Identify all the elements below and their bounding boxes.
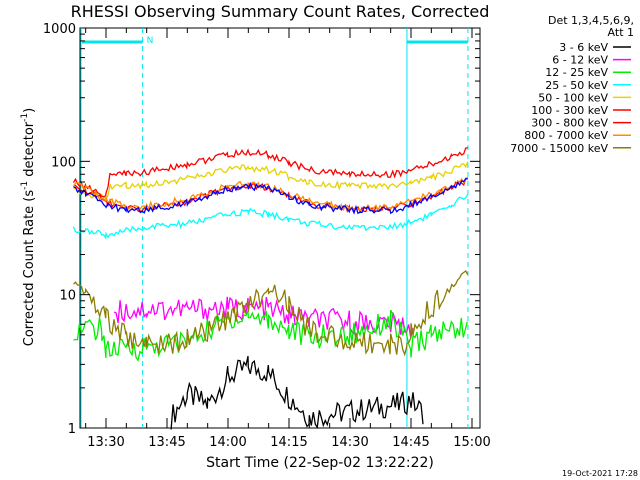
x-tick-label: 13:45	[148, 435, 185, 450]
series-line	[73, 270, 469, 357]
y-axis: 1 10 100 1000	[43, 22, 480, 437]
legend-header: Det 1,3,4,5,6,9,	[548, 14, 634, 27]
x-axis-label: Start Time (22-Sep-02 13:22:22)	[206, 455, 434, 471]
series-line	[72, 194, 469, 241]
x-tick-label: 15:00	[453, 435, 490, 450]
footer-timestamp: 19-Oct-2021 17:28	[562, 469, 638, 478]
x-tick-label: 14:45	[392, 435, 429, 450]
x-axis: 13:30 13:45 14:00 14:15 14:30 14:45 15:00	[85, 28, 491, 450]
x-tick-label: 14:00	[209, 435, 246, 450]
plot-area	[79, 27, 481, 429]
legend-label: 3 - 6 keV	[559, 41, 608, 54]
y-tick-label: 1	[68, 422, 76, 437]
series-line	[72, 146, 468, 198]
x-tick-label: 13:30	[87, 435, 124, 450]
series-line	[73, 309, 468, 362]
legend-label: 800 - 7000 keV	[524, 129, 608, 142]
legend-label: 6 - 12 keV	[552, 54, 608, 67]
series-group	[72, 146, 469, 430]
legend-label: 12 - 25 keV	[545, 66, 608, 79]
legend-label: 50 - 100 keV	[538, 91, 608, 104]
legend-header: Att 1	[608, 26, 634, 39]
chart-title: RHESSI Observing Summary Count Rates, Co…	[71, 2, 490, 21]
legend-label: 25 - 50 keV	[545, 79, 608, 92]
annotation-label: N	[147, 36, 154, 46]
series-line	[73, 161, 469, 202]
legend-label: 100 - 300 keV	[531, 104, 608, 117]
series-line	[170, 355, 424, 430]
y-tick-label: 100	[51, 155, 76, 170]
y-axis-label: Corrected Count Rate (s-1 detector-1)	[20, 108, 37, 346]
x-tick-label: 14:30	[331, 435, 368, 450]
y-tick-label: 1000	[43, 22, 76, 37]
vertical-markers: N	[80, 28, 469, 428]
series-line	[113, 296, 415, 338]
y-tick-label: 10	[59, 289, 76, 304]
legend-label: 7000 - 15000 keV	[510, 142, 608, 155]
legend-label: 300 - 800 keV	[531, 117, 608, 130]
x-tick-label: 14:15	[270, 435, 307, 450]
plot-frame	[79, 27, 481, 429]
series-line	[73, 177, 469, 215]
